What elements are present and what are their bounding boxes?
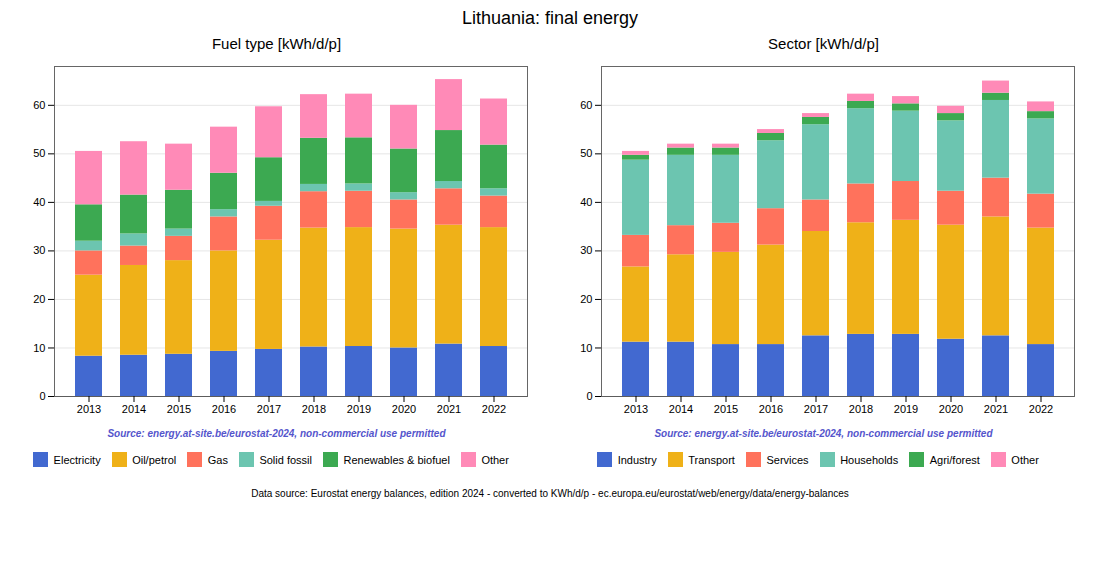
svg-text:2013: 2013 <box>77 403 101 415</box>
svg-text:0: 0 <box>39 390 45 402</box>
svg-text:2016: 2016 <box>212 403 236 415</box>
svg-text:2015: 2015 <box>167 403 191 415</box>
svg-text:2015: 2015 <box>714 403 738 415</box>
html-text:Oil/petrol: Oil/petrol <box>132 453 177 466</box>
svg-text:50: 50 <box>33 147 45 159</box>
svg-text:2013: 2013 <box>624 403 648 415</box>
svg-text:40: 40 <box>580 196 592 208</box>
html-text:Source: energy.at-site.be/euro: Source: energy.at-site.be/eurostat-2024,… <box>654 428 993 439</box>
html-text:Agri/forest: Agri/forest <box>929 453 980 466</box>
svg-text:60: 60 <box>580 99 592 111</box>
svg-text:2014: 2014 <box>669 403 693 415</box>
html-text:Households: Households <box>840 453 899 466</box>
html-text:Renewables & biofuel: Renewables & biofuel <box>343 453 450 466</box>
svg-text:60: 60 <box>33 99 45 111</box>
svg-text:2022: 2022 <box>482 403 506 415</box>
html-text:Transport: Transport <box>688 453 735 466</box>
html-text:Fuel type [kWh/d/p]: Fuel type [kWh/d/p] <box>211 35 342 52</box>
svg-text:2018: 2018 <box>849 403 873 415</box>
svg-text:10: 10 <box>580 341 592 353</box>
html-text:Lithuania: final energy: Lithuania: final energy <box>461 8 639 28</box>
svg-text:30: 30 <box>580 244 592 256</box>
svg-text:20: 20 <box>33 293 45 305</box>
svg-text:50: 50 <box>580 147 592 159</box>
svg-text:40: 40 <box>33 196 45 208</box>
svg-text:2021: 2021 <box>437 403 461 415</box>
html-text:Solid fossil: Solid fossil <box>259 453 312 466</box>
svg-text:30: 30 <box>33 244 45 256</box>
html-text:Other: Other <box>1011 453 1039 466</box>
svg-text:2019: 2019 <box>894 403 918 415</box>
svg-text:2017: 2017 <box>257 403 281 415</box>
html-text:Industry: Industry <box>617 453 657 466</box>
html-text:Electricity: Electricity <box>53 453 101 466</box>
svg-text:2021: 2021 <box>984 403 1008 415</box>
svg-text:0: 0 <box>586 390 592 402</box>
html-text:Other: Other <box>481 453 509 466</box>
svg-text:2018: 2018 <box>302 403 326 415</box>
svg-text:2020: 2020 <box>392 403 416 415</box>
html-text:Gas: Gas <box>207 453 228 466</box>
svg-text:10: 10 <box>33 341 45 353</box>
svg-text:2022: 2022 <box>1029 403 1053 415</box>
html-text:Source: energy.at-site.be/euro: Source: energy.at-site.be/eurostat-2024,… <box>107 428 446 439</box>
svg-text:2014: 2014 <box>122 403 146 415</box>
html-text:Data source: Eurostat energy b: Data source: Eurostat energy balances, e… <box>251 487 849 499</box>
svg-text:2016: 2016 <box>759 403 783 415</box>
html-text:Services: Services <box>766 453 809 466</box>
svg-text:2017: 2017 <box>804 403 828 415</box>
svg-text:2020: 2020 <box>939 403 963 415</box>
html-text:Sector [kWh/d/p]: Sector [kWh/d/p] <box>768 35 879 52</box>
svg-text:2019: 2019 <box>347 403 371 415</box>
svg-text:20: 20 <box>580 293 592 305</box>
